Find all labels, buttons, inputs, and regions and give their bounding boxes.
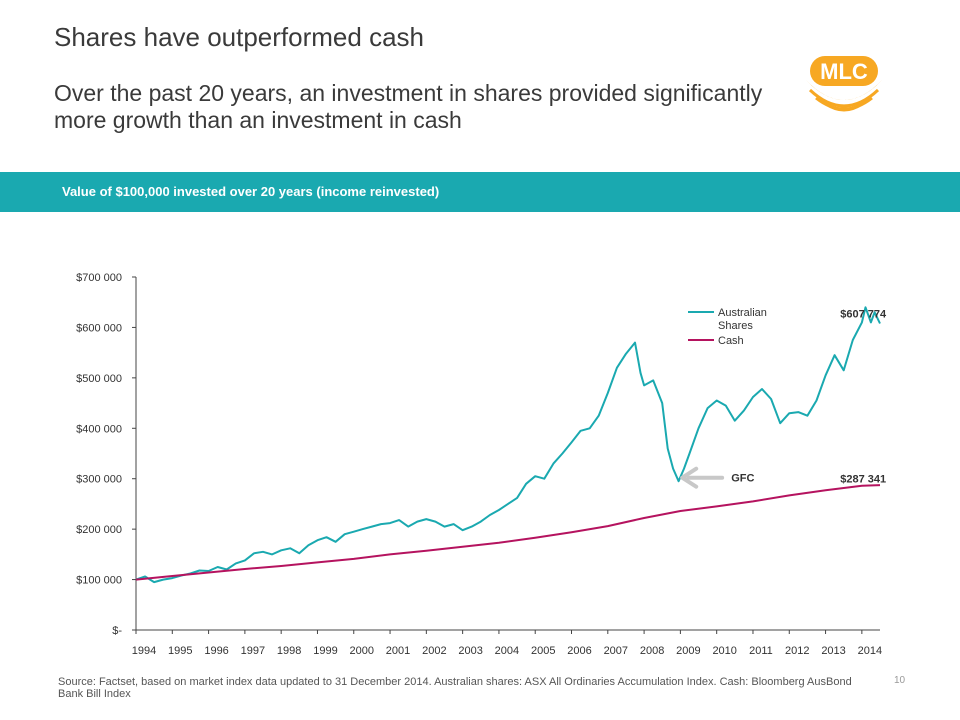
legend-label-shares: Australian Shares (718, 307, 767, 332)
x-tick-label: 2014 (858, 645, 882, 657)
annotation-label: $607 774 (840, 308, 887, 320)
chart-header-band: Value of $100,000 invested over 20 years… (0, 172, 960, 212)
series-line-cash (135, 484, 881, 581)
y-tick-label: $- (112, 625, 122, 637)
x-tick-label: 2006 (567, 645, 591, 657)
x-tick-label: 2000 (350, 645, 374, 657)
x-tick-label: 1995 (168, 645, 192, 657)
x-tick-label: 2004 (495, 645, 519, 657)
x-tick-label: 1997 (241, 645, 265, 657)
x-tick-label: 2008 (640, 645, 664, 657)
x-tick-label: 1996 (204, 645, 228, 657)
y-tick-label: $600 000 (76, 322, 122, 334)
legend-label-cash: Cash (718, 335, 744, 347)
y-tick-label: $500 000 (76, 373, 122, 385)
x-tick-label: 2002 (422, 645, 446, 657)
y-tick-label: $400 000 (76, 423, 122, 435)
x-tick-label: 2005 (531, 645, 555, 657)
x-tick-label: 1998 (277, 645, 301, 657)
x-tick-label: 2009 (676, 645, 700, 657)
y-tick-label: $200 000 (76, 524, 122, 536)
mlc-logo-mark: MLC (806, 56, 882, 112)
x-tick-label: 2013 (821, 645, 845, 657)
annotation-label: $287 341 (840, 474, 886, 486)
x-tick-label: 2012 (785, 645, 809, 657)
x-tick-label: 2003 (458, 645, 482, 657)
x-tick-label: 2001 (386, 645, 410, 657)
page-number: 10 (894, 675, 906, 686)
page-title: Shares have outperformed cash (54, 22, 424, 52)
x-tick-label: 1994 (132, 645, 156, 657)
page-subtitle: Over the past 20 years, an investment in… (54, 80, 763, 133)
x-tick-label: 1999 (313, 645, 337, 657)
y-tick-label: $700 000 (76, 272, 122, 284)
source-note: Source: Factset, based on market index d… (58, 676, 852, 700)
x-tick-label: 2011 (749, 645, 773, 657)
gfc-arrow-head (680, 466, 699, 489)
x-tick-label: 2007 (604, 645, 628, 657)
svg-text:MLC: MLC (820, 59, 868, 84)
y-tick-label: $300 000 (76, 474, 122, 486)
mlc-logo: MLC (806, 56, 882, 112)
y-tick-label: $100 000 (76, 575, 122, 587)
x-tick-label: 2010 (712, 645, 736, 657)
series-line-australian-shares (135, 306, 881, 584)
investment-line-chart: $- $100 000 $200 000 $300 000 $400 000 $500 0… (76, 272, 887, 657)
annotation-label: GFC (731, 473, 754, 485)
chart-header-text: Value of $100,000 invested over 20 years… (62, 184, 440, 199)
